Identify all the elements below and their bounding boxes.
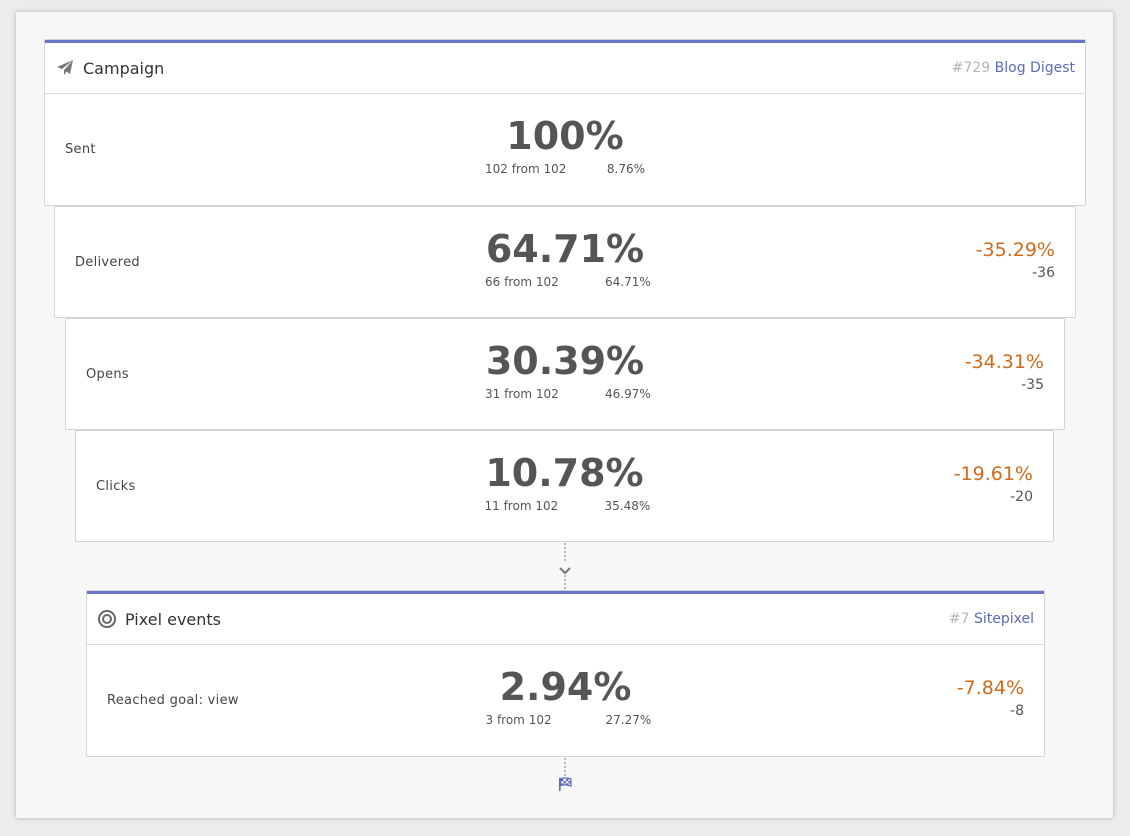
goal-connector xyxy=(564,758,566,776)
stage-percent: 64.71% xyxy=(485,227,645,271)
target-icon xyxy=(97,609,117,629)
pixel-link[interactable]: Sitepixel xyxy=(973,611,1034,627)
stage-count: 31 from 102 xyxy=(485,386,559,401)
stage-row-opens: Opens 30.39% 31 from 102 46.97% -34.31% … xyxy=(66,319,1064,429)
pixel-id: #7 xyxy=(948,611,970,627)
stage-delta-percent: -35.29% xyxy=(975,239,1055,261)
stage-relative: 8.76% xyxy=(606,161,645,176)
funnel-panel: Campaign #729 Blog Digest Sent 100% 102 … xyxy=(16,12,1113,818)
stage-count: 11 from 102 xyxy=(484,498,559,513)
goal-percent: 2.94% xyxy=(499,665,632,709)
stage-delta-percent: -19.61% xyxy=(953,463,1033,485)
campaign-header: Campaign #729 Blog Digest xyxy=(45,40,1085,94)
stage-label: Clicks xyxy=(96,478,136,494)
stage-relative: 46.97% xyxy=(605,386,651,401)
stage-delta-percent: -34.31% xyxy=(964,351,1044,373)
checkered-flag-icon xyxy=(557,776,573,792)
goal-relative: 27.27% xyxy=(605,712,652,727)
stage-card-opens: Opens 30.39% 31 from 102 46.97% -34.31% … xyxy=(65,318,1065,430)
pixel-reference: #7 Sitepixel xyxy=(949,611,1034,627)
stage-relative: 64.71% xyxy=(605,274,651,289)
stage-row-delivered: Delivered 64.71% 66 from 102 64.71% -35.… xyxy=(55,207,1075,317)
goal-label: Reached goal: view xyxy=(107,692,239,708)
pixel-events-title: Pixel events xyxy=(125,609,221,629)
goal-count: 3 from 102 xyxy=(485,712,552,727)
stage-delta-count: -36 xyxy=(1032,265,1055,281)
pixel-events-card: Pixel events #7 Sitepixel Reached goal: … xyxy=(86,590,1045,757)
campaign-title: Campaign xyxy=(83,58,165,78)
stage-card-clicks: Clicks 10.78% 11 from 102 35.48% -19.61%… xyxy=(75,430,1054,542)
stage-card-delivered: Delivered 64.71% 66 from 102 64.71% -35.… xyxy=(54,206,1076,318)
stage-label: Opens xyxy=(86,366,129,382)
campaign-link[interactable]: Blog Digest xyxy=(994,60,1075,76)
stage-row-sent: Sent 100% 102 from 102 8.76% xyxy=(45,94,1085,204)
campaign-id: #729 xyxy=(951,60,991,76)
stage-percent: 10.78% xyxy=(485,451,644,495)
goal-row: Reached goal: view 2.94% 3 from 102 27.2… xyxy=(87,645,1044,755)
stage-delta-count: -35 xyxy=(1021,377,1044,393)
stage-label: Delivered xyxy=(75,254,140,270)
stage-row-clicks: Clicks 10.78% 11 from 102 35.48% -19.61%… xyxy=(76,431,1053,541)
stage-count: 102 from 102 xyxy=(485,161,567,176)
stage-delta-count: -20 xyxy=(1010,489,1033,505)
goal-delta-count: -8 xyxy=(1010,703,1024,719)
stage-percent: 100% xyxy=(506,114,624,158)
chevron-down-icon xyxy=(557,562,573,575)
stage-relative: 35.48% xyxy=(604,498,651,513)
campaign-card: Campaign #729 Blog Digest Sent 100% 102 … xyxy=(44,39,1086,206)
stage-count: 66 from 102 xyxy=(485,274,559,289)
paper-plane-icon xyxy=(55,58,75,78)
stage-label: Sent xyxy=(65,141,96,157)
goal-delta-percent: -7.84% xyxy=(956,677,1024,699)
pixel-events-header: Pixel events #7 Sitepixel xyxy=(87,591,1044,645)
stage-percent: 30.39% xyxy=(485,339,645,383)
campaign-reference: #729 Blog Digest xyxy=(952,60,1075,76)
